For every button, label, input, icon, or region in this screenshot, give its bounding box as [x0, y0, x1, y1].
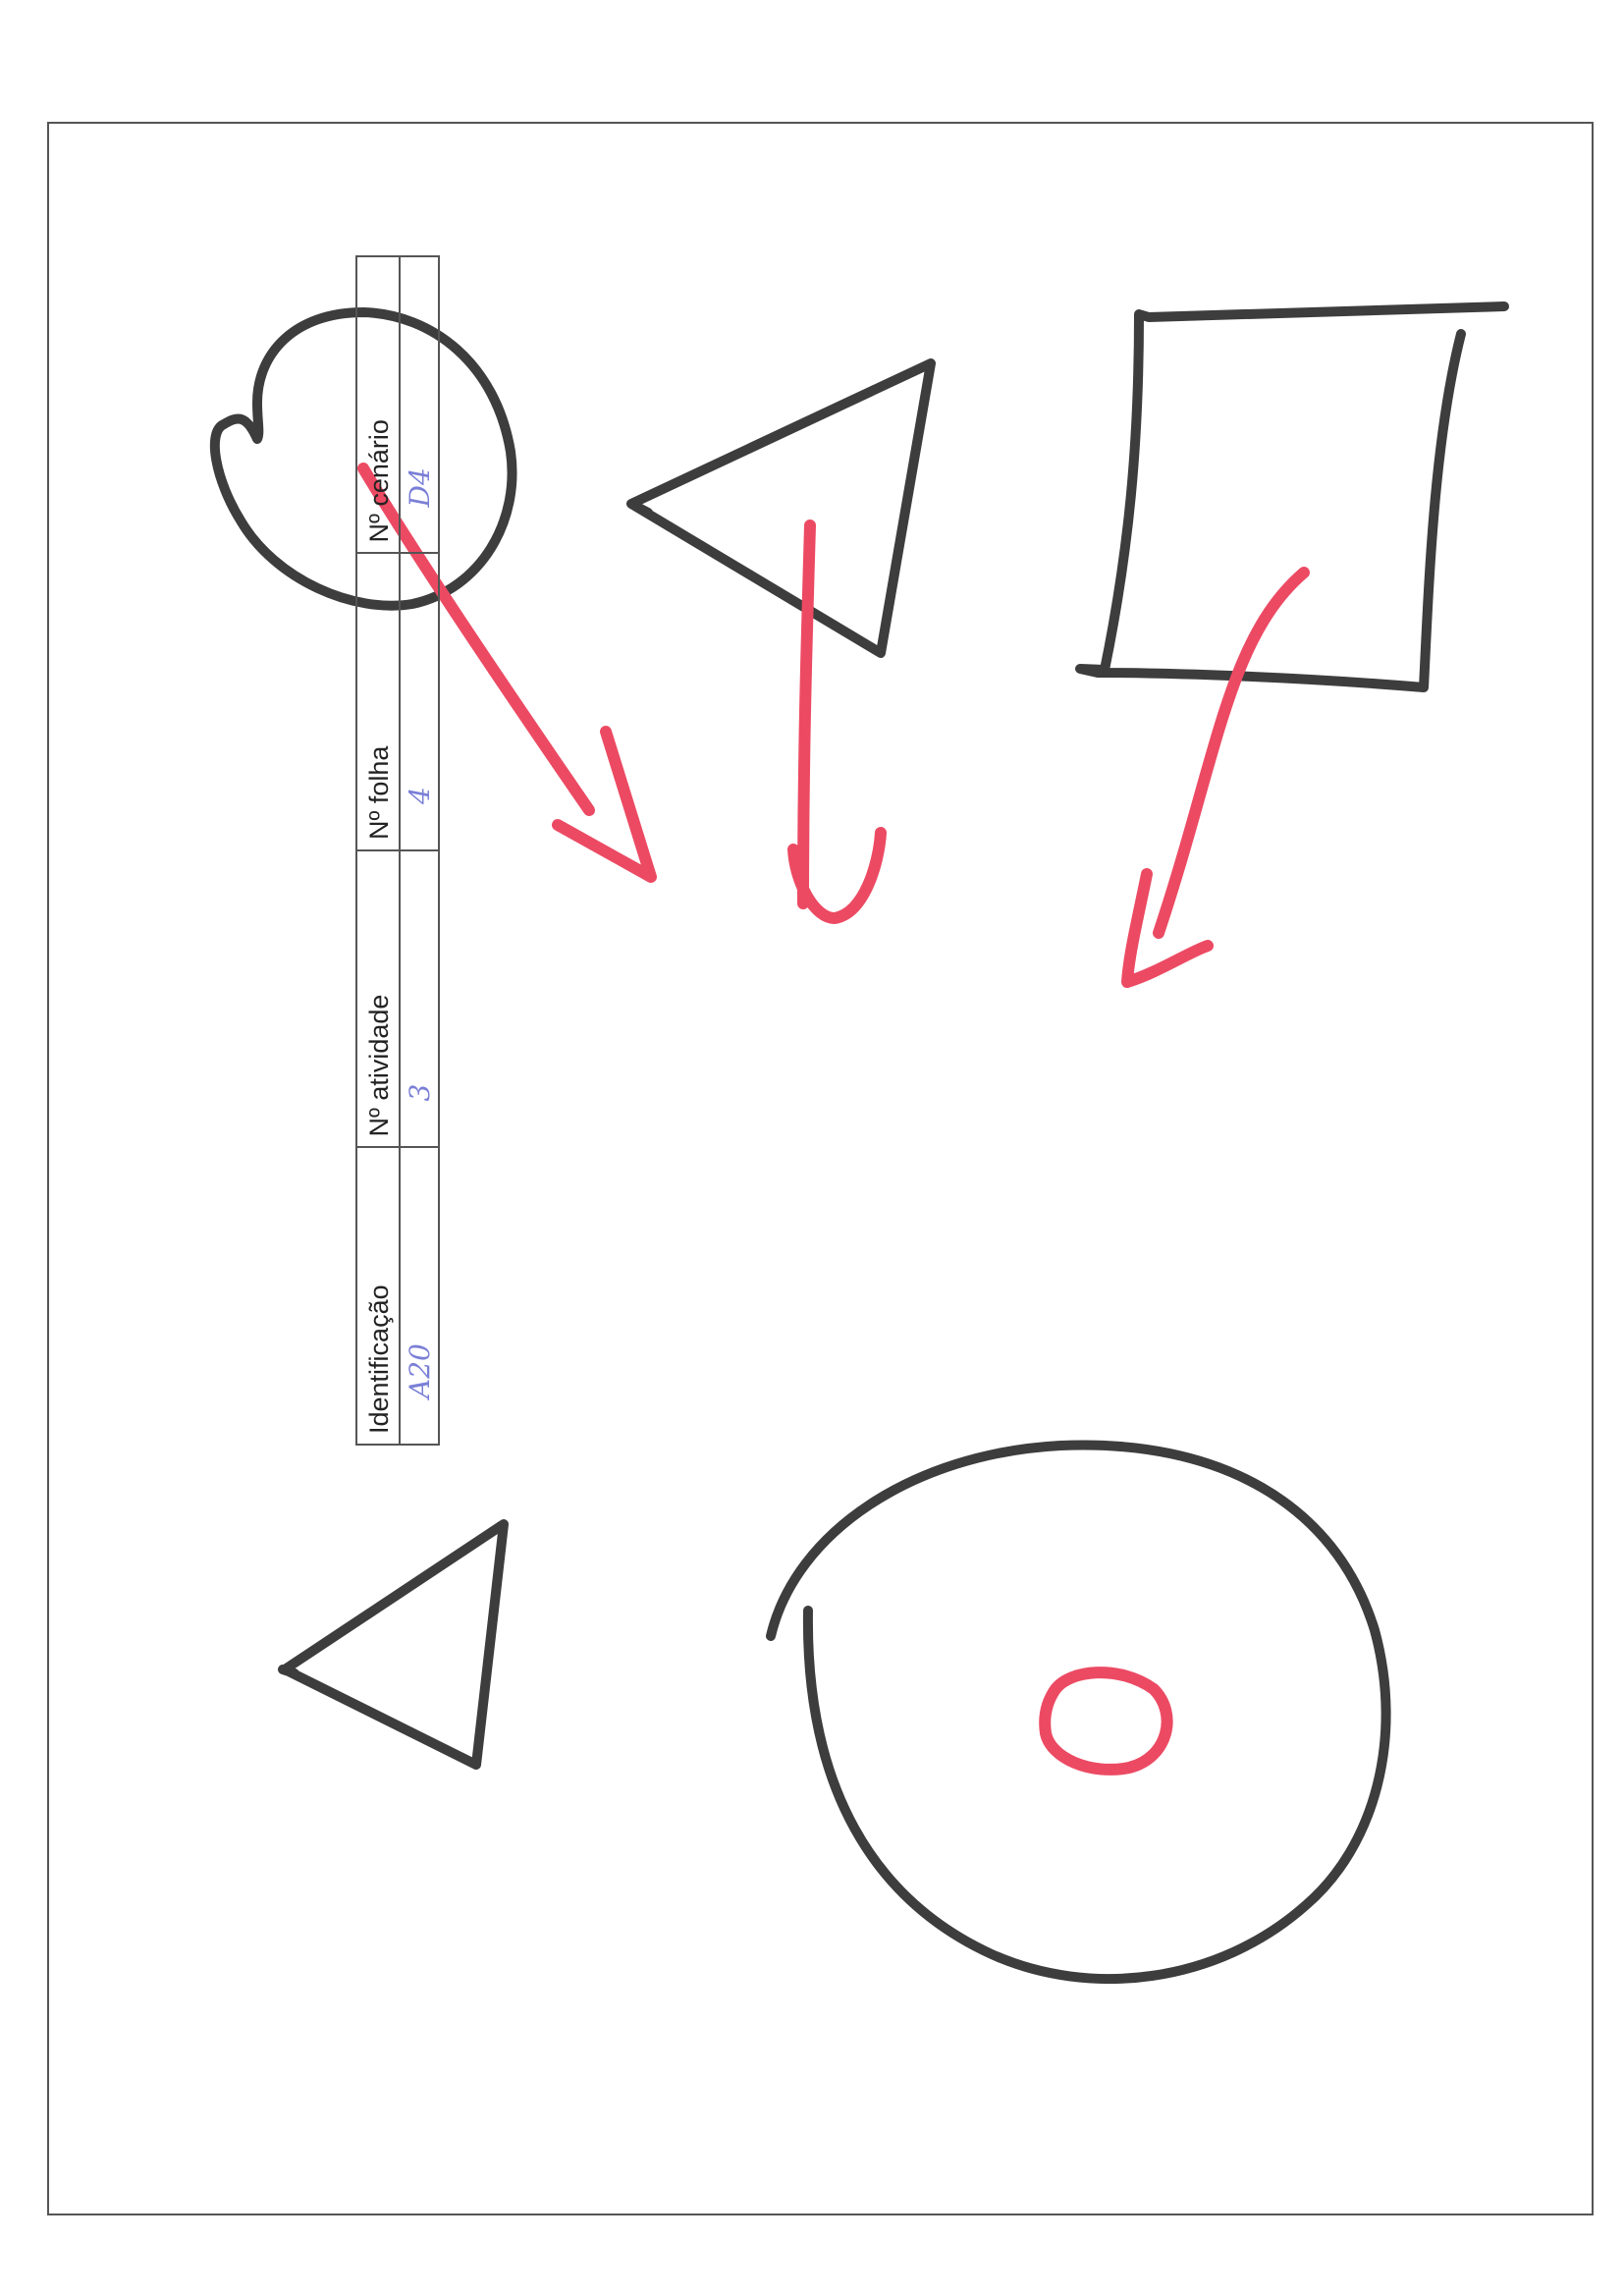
- scenario-number-cell: Nº cenário D4: [357, 257, 438, 553]
- activity-number-value: 3: [404, 1083, 436, 1102]
- identification-table: Identificação A20 Nº atividade 3 Nº folh…: [355, 255, 440, 1446]
- circle-shape: [209, 307, 517, 611]
- sheet-border: [47, 122, 1594, 2215]
- sheet-number-cell: Nº folha 4: [357, 552, 438, 849]
- large-circle-shape: [766, 1440, 1391, 1985]
- activity-number-cell: Nº atividade 3: [357, 849, 438, 1147]
- red-arrow: [787, 519, 887, 924]
- identification-label: Identificação: [357, 1148, 401, 1444]
- red-arrow: [1121, 567, 1310, 988]
- red-ring: [1039, 1667, 1173, 1776]
- identification-cell: Identificação A20: [357, 1146, 438, 1444]
- triangle-shape: [278, 1519, 509, 1770]
- scenario-number-label: Nº cenário: [357, 257, 401, 553]
- red-arrow: [357, 463, 657, 883]
- triangle-shape: [626, 358, 936, 658]
- sheet-number-label: Nº folha: [357, 554, 401, 849]
- square-shape: [1075, 301, 1509, 692]
- scenario-number-value: D4: [404, 467, 436, 508]
- activity-number-label: Nº atividade: [357, 851, 401, 1147]
- identification-value: A20: [404, 1343, 436, 1398]
- sheet-number-value: 4: [404, 787, 436, 804]
